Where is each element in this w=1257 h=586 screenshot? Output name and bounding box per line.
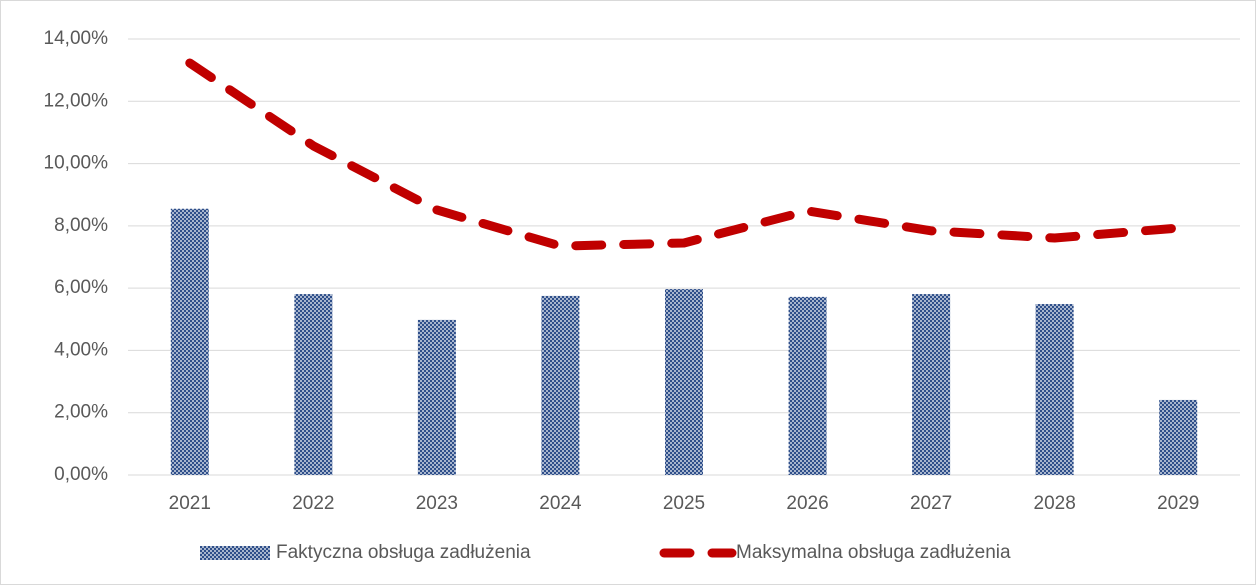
- bar: [541, 295, 580, 475]
- y-tick-label: 10,00%: [44, 153, 109, 174]
- y-tick-label: 2,00%: [54, 402, 108, 423]
- legend-swatch: [200, 546, 270, 560]
- x-tick-label: 2027: [910, 493, 952, 514]
- x-tick-label: 2028: [1034, 493, 1076, 514]
- legend-label: Maksymalna obsługa zadłużenia: [736, 542, 1011, 563]
- x-tick-label: 2025: [663, 493, 705, 514]
- bar: [665, 289, 703, 475]
- bar: [170, 208, 209, 475]
- bar: [1035, 304, 1074, 475]
- bar: [912, 294, 951, 475]
- x-tick-label: 2023: [416, 493, 458, 514]
- bar: [294, 294, 333, 475]
- x-tick-label: 2026: [786, 493, 828, 514]
- x-tick-label: 2021: [169, 493, 211, 514]
- y-tick-label: 6,00%: [54, 277, 108, 298]
- bar: [417, 319, 456, 475]
- bar: [1159, 399, 1198, 475]
- y-tick-label: 14,00%: [44, 28, 109, 49]
- x-tick-label: 2029: [1157, 493, 1199, 514]
- line: [185, 58, 1183, 251]
- y-tick-label: 8,00%: [54, 215, 108, 236]
- x-tick-label: 2024: [539, 493, 582, 514]
- x-tick-label: 2022: [292, 493, 334, 514]
- y-tick-label: 12,00%: [44, 90, 109, 111]
- y-tick-label: 0,00%: [54, 464, 108, 485]
- bar: [788, 296, 827, 475]
- y-tick-label: 4,00%: [54, 339, 108, 360]
- legend-label: Faktyczna obsługa zadłużenia: [276, 542, 531, 563]
